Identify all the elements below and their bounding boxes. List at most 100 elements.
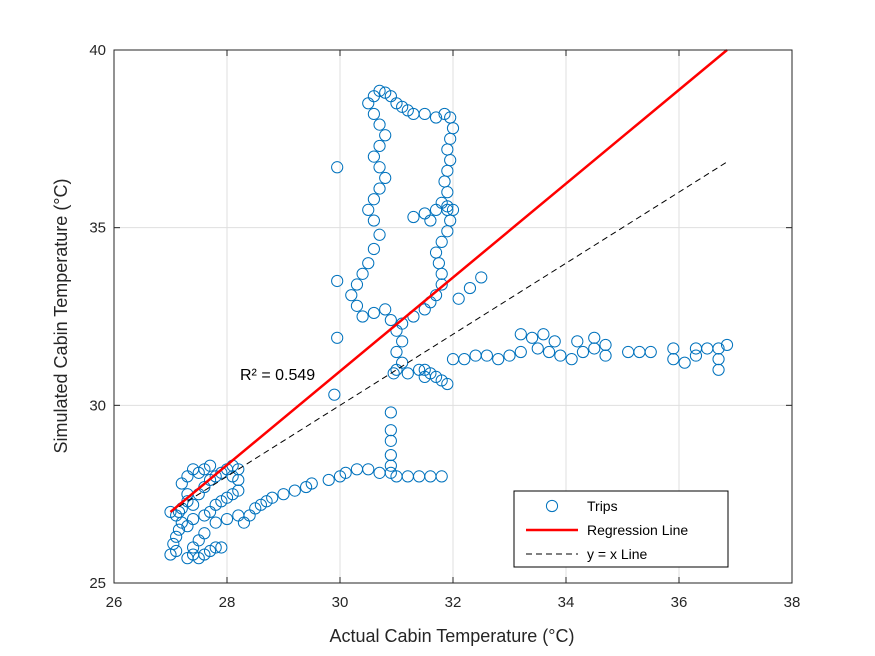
trip-point (187, 498, 200, 511)
trip-point (435, 278, 448, 291)
trip-point (172, 523, 186, 536)
trip-point (373, 118, 386, 131)
trip-point (689, 349, 703, 362)
trip-point (356, 310, 369, 323)
legend-trips-marker (545, 499, 559, 513)
trip-point (373, 139, 386, 153)
trip-point (537, 328, 550, 341)
trip-point (305, 477, 318, 490)
trip-point (373, 182, 386, 195)
trip-point (331, 161, 344, 174)
trip-point (554, 349, 567, 362)
trip-point (390, 345, 403, 359)
trip-point (384, 434, 397, 447)
tick-labels: 26 28 30 32 34 36 38 25 30 35 40 (89, 42, 800, 611)
x-tick-label: 28 (219, 594, 236, 611)
axes (113, 49, 793, 584)
trip-point (576, 345, 590, 359)
trip-point (232, 484, 245, 497)
trip-point (531, 342, 544, 355)
trip-point (599, 338, 612, 352)
regression-line (169, 49, 728, 513)
trip-point (328, 388, 341, 401)
trip-point (571, 335, 584, 348)
trip-point (407, 210, 420, 224)
data-layer (164, 49, 734, 565)
trip-point (644, 345, 657, 359)
trip-point (712, 363, 725, 376)
trip-point (441, 186, 454, 199)
trip-point (435, 267, 448, 280)
trip-point (339, 466, 352, 479)
trip-point (452, 292, 465, 305)
trip-point (720, 338, 734, 352)
trip-point (526, 331, 539, 344)
trip-point (167, 537, 180, 551)
trip-point (362, 463, 375, 476)
trip-point (463, 281, 477, 295)
trip-point (514, 345, 527, 359)
r-squared-annotation: R² = 0.549 (240, 367, 315, 384)
trip-point (429, 111, 443, 124)
trip-point (277, 488, 290, 501)
legend-label: Regression Line (587, 522, 688, 538)
trip-point (209, 541, 222, 554)
trip-point (667, 353, 680, 366)
trip-point (413, 363, 426, 376)
trip-point (429, 203, 443, 216)
trip-point (373, 161, 386, 174)
trip-point (331, 331, 344, 344)
trip-point (356, 267, 369, 280)
trip-point (401, 367, 414, 380)
trip-point (418, 303, 431, 316)
trip-point (367, 242, 380, 256)
trip-point (435, 470, 448, 483)
trip-point (367, 306, 380, 320)
trip-point (384, 424, 397, 437)
x-tick-label: 34 (558, 594, 575, 611)
trip-point (198, 527, 211, 540)
trip-point (203, 459, 217, 472)
trip-point (170, 544, 183, 558)
trip-point (220, 512, 234, 526)
trip-point (350, 299, 364, 312)
legend-label: Trips (587, 498, 618, 514)
x-tick-label: 36 (671, 594, 688, 611)
trip-point (215, 541, 228, 554)
trip-point (588, 331, 601, 344)
trip-point (542, 345, 556, 359)
trip-point (712, 342, 725, 355)
trip-point (588, 342, 601, 355)
trip-point (367, 193, 380, 206)
y-tick-label: 25 (89, 575, 106, 592)
trip-point (384, 313, 397, 327)
trip-point (458, 353, 471, 366)
y-tick-label: 30 (89, 397, 106, 414)
trip-point (599, 349, 612, 362)
trip-point (446, 203, 460, 216)
trip-point (362, 257, 375, 270)
trip-point (367, 107, 380, 121)
trip-point (503, 349, 516, 362)
x-tick-label: 32 (445, 594, 462, 611)
trip-point (362, 203, 375, 216)
trip-point (379, 129, 392, 142)
trip-point (164, 505, 177, 519)
trip-point (712, 353, 725, 366)
trip-point (345, 289, 358, 302)
y-tick-label: 40 (89, 42, 106, 59)
trip-point (435, 235, 448, 248)
trip-point (441, 377, 454, 391)
trip-point (232, 473, 245, 487)
trip-point (514, 328, 527, 341)
x-axis-label: Actual Cabin Temperature (°C) (330, 626, 575, 646)
trip-point (480, 349, 493, 362)
trip-point (266, 491, 279, 504)
trip-point (209, 516, 222, 529)
trip-point (492, 353, 505, 366)
trip-point (418, 107, 431, 121)
trip-point (367, 150, 380, 163)
trip-point (373, 228, 386, 241)
trip-point (384, 406, 397, 419)
